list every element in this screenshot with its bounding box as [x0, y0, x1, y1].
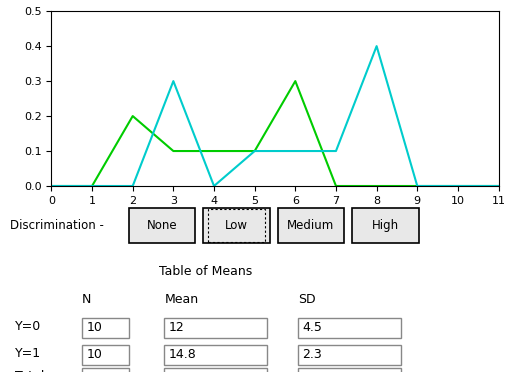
Bar: [82, 345, 128, 365]
Text: High: High: [372, 219, 399, 232]
Bar: [82, 318, 128, 338]
Text: 3.76: 3.76: [302, 371, 330, 372]
Bar: [298, 368, 401, 372]
Bar: [164, 368, 267, 372]
Text: Discrimination -: Discrimination -: [10, 219, 104, 232]
Text: 2.3: 2.3: [302, 348, 322, 361]
Text: 4.5: 4.5: [302, 321, 322, 334]
Text: Y=0: Y=0: [15, 320, 42, 333]
Bar: [298, 345, 401, 365]
Text: Mean: Mean: [164, 294, 198, 307]
Bar: [82, 368, 128, 372]
Text: Low: Low: [225, 219, 248, 232]
Text: 14.8: 14.8: [169, 348, 196, 361]
Text: SD: SD: [298, 294, 316, 307]
Text: 10: 10: [86, 348, 102, 361]
Bar: [278, 208, 344, 243]
Text: 12: 12: [169, 321, 185, 334]
Bar: [164, 318, 267, 338]
Text: None: None: [146, 219, 177, 232]
Text: 10: 10: [86, 321, 102, 334]
Text: Table of Means: Table of Means: [159, 265, 252, 278]
Bar: [203, 208, 270, 243]
Text: N: N: [82, 294, 91, 307]
Bar: [208, 209, 265, 242]
Bar: [128, 208, 195, 243]
Text: Total: Total: [15, 370, 45, 372]
Bar: [298, 318, 401, 338]
Text: Y=1: Y=1: [15, 347, 42, 360]
Text: 20: 20: [86, 371, 102, 372]
Text: Medium: Medium: [287, 219, 335, 232]
Bar: [352, 208, 419, 243]
Text: 13.4: 13.4: [169, 371, 196, 372]
Bar: [164, 345, 267, 365]
